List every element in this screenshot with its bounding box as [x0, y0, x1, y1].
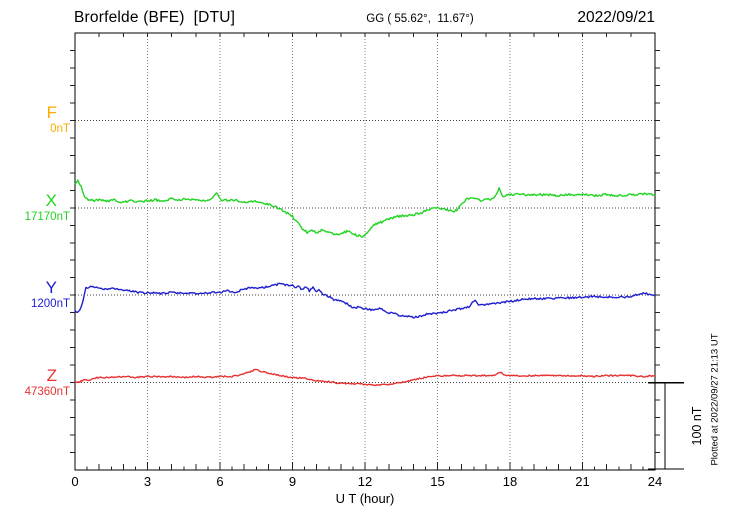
x-tick-label-12: 12 [357, 474, 373, 489]
series-baseline-Y: 1200nT [30, 298, 70, 311]
series-letter-F: F [46, 103, 57, 123]
trace-Z [74, 368, 656, 387]
x-tick-label-0: 0 [71, 474, 79, 489]
x-tick-label-9: 9 [288, 474, 297, 489]
trace-Y [74, 282, 656, 319]
x-tick-label-6: 6 [216, 474, 224, 489]
x-axis-tick-labels: 0 3 6 9 12 15 18 21 24 [0, 475, 730, 491]
plot-date: 2022/09/21 [577, 9, 655, 26]
scale-bar-label: 100 nT [690, 406, 704, 446]
x-tick-label-3: 3 [143, 474, 152, 489]
series-letter-Z: Z [46, 365, 57, 385]
plot-frame [74, 32, 656, 471]
series-letter-Y: Y [45, 278, 57, 298]
x-tick-label-21: 21 [575, 474, 590, 489]
x-tick-label-24: 24 [647, 474, 663, 489]
trace-X [74, 179, 656, 238]
series-baseline-F: 0nT [50, 123, 70, 136]
x-tick-label-15: 15 [430, 474, 445, 489]
series-baseline-Z: 47360nT [24, 385, 70, 398]
series-letter-X: X [45, 190, 57, 210]
plotted-at-note: Plotted at 2022/09/27 21:13 UT [709, 333, 721, 466]
station-title: Brorfelde (BFE) [DTU] [74, 9, 236, 26]
x-axis-title: U T (hour) [335, 491, 395, 506]
x-tick-label-18: 18 [502, 474, 518, 489]
geographic-coordinates: GG ( 55.62°, 11.67°) [366, 13, 474, 25]
series-baseline-X: 17170nT [24, 210, 70, 223]
